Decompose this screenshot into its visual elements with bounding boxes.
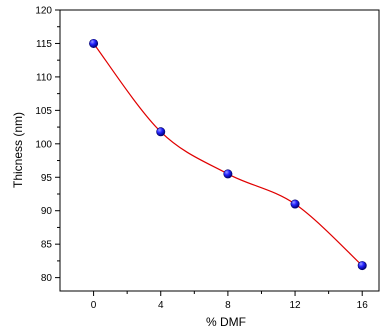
y-axis-label: Thicness (nm): [11, 112, 25, 188]
y-tick-label: 105: [35, 106, 52, 117]
y-tick-label: 115: [36, 39, 52, 50]
y-tick-label: 120: [35, 6, 52, 17]
y-tick-label: 110: [36, 72, 52, 83]
y-tick-label: 80: [41, 273, 53, 284]
y-tick-label: 85: [41, 240, 53, 251]
data-point: [223, 169, 233, 179]
data-point: [89, 38, 99, 48]
data-point: [156, 127, 166, 137]
y-tick-label: 95: [41, 173, 53, 184]
x-axis-label: % DMF: [206, 315, 246, 329]
y-axis: 80 85 90 95 100 105 110 115 120: [35, 6, 60, 284]
x-tick-label: 16: [357, 300, 369, 311]
x-tick-label: 8: [225, 300, 231, 311]
x-tick-label: 4: [158, 300, 164, 311]
data-points-layer: [89, 38, 367, 271]
y-tick-label: 100: [35, 139, 52, 150]
x-axis: 0 4 8 12 16: [91, 291, 368, 311]
plot-frame: [59, 9, 380, 292]
x-tick-label: 12: [289, 300, 301, 311]
data-point: [357, 261, 367, 271]
data-point: [290, 199, 300, 209]
x-tick-label: 0: [91, 300, 97, 311]
fit-curve: [93, 43, 363, 267]
y-tick-label: 90: [41, 206, 53, 217]
fit-curve-layer: [93, 43, 363, 267]
